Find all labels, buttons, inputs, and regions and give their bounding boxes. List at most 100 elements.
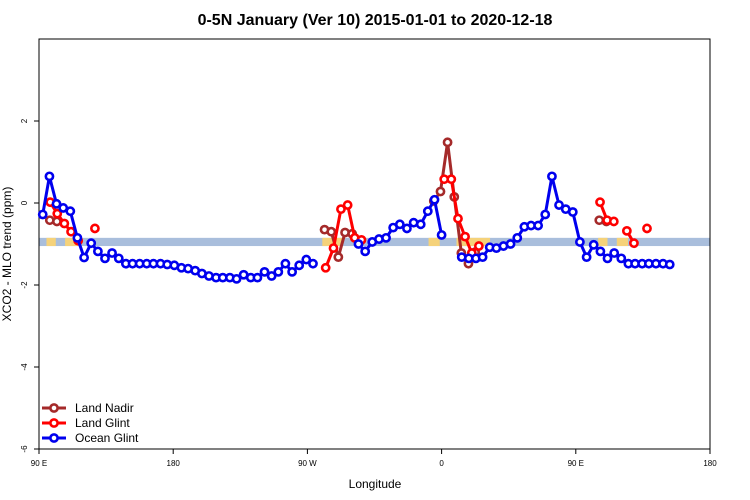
series-land-glint — [45, 174, 652, 273]
legend-item: Land Glint — [42, 416, 130, 430]
x-tick-label: 90 W — [298, 459, 317, 468]
data-point — [642, 223, 652, 234]
data-point — [595, 246, 606, 257]
x-tick-label: 90 E — [568, 459, 584, 468]
data-point — [505, 239, 516, 249]
data-point — [79, 252, 90, 263]
legend-swatch-marker — [49, 418, 59, 428]
legend-item: Ocean Glint — [42, 431, 139, 445]
land-band-segment — [65, 237, 81, 247]
data-point — [664, 259, 675, 270]
data-point — [473, 241, 484, 251]
data-point — [446, 174, 457, 185]
data-point — [629, 238, 639, 249]
data-point — [273, 266, 284, 277]
data-point — [287, 266, 298, 277]
data-point — [429, 194, 440, 205]
data-point — [308, 258, 318, 269]
legend-label: Ocean Glint — [75, 431, 139, 445]
y-tick-label: -6 — [20, 445, 29, 453]
data-point — [294, 260, 305, 271]
axes: 90 E 180 90 W 0 90 E 180 -6 -4 -2 0 2 — [20, 118, 717, 468]
data-point — [86, 238, 97, 249]
data-point — [280, 258, 291, 269]
data-point — [37, 209, 48, 220]
data-point — [460, 231, 470, 242]
data-point — [301, 254, 312, 265]
data-point — [588, 239, 599, 250]
data-point — [320, 262, 331, 273]
data-point — [435, 186, 446, 197]
data-point — [621, 225, 632, 236]
series-ocean-glint — [37, 171, 675, 284]
data-point — [72, 232, 83, 243]
data-point — [65, 206, 76, 217]
data-point — [533, 220, 544, 231]
land-band-segment — [46, 237, 56, 247]
data-point — [252, 272, 263, 283]
data-point — [415, 219, 426, 230]
series-land-nadir — [44, 137, 612, 269]
data-point — [608, 216, 619, 227]
data-point — [554, 200, 564, 210]
land-band-segment — [456, 237, 491, 247]
data-point — [353, 239, 364, 249]
data-point — [512, 232, 523, 243]
data-point — [266, 271, 277, 281]
x-tick-label: 90 E — [31, 459, 47, 468]
y-tick-label: 0 — [20, 200, 29, 205]
data-point — [477, 252, 488, 263]
chart-title: 0-5N January (Ver 10) 2015-01-01 to 2020… — [198, 12, 553, 29]
y-tick-label: -4 — [20, 363, 29, 371]
legend-swatch-marker — [49, 433, 59, 443]
data-point — [609, 248, 620, 258]
data-point — [44, 171, 55, 182]
x-axis-label: Longitude — [349, 477, 402, 491]
data-point — [333, 252, 344, 263]
land-band-segment — [598, 237, 608, 247]
data-point — [381, 232, 391, 243]
legend-item: Land Nadir — [42, 401, 134, 415]
plot-frame — [38, 38, 711, 450]
data-point — [602, 253, 613, 264]
data-point — [360, 246, 371, 257]
data-point — [453, 213, 463, 224]
data-point — [616, 253, 627, 264]
data-point — [100, 253, 110, 264]
data-point — [422, 206, 433, 217]
data-point — [540, 209, 551, 220]
data-point — [259, 266, 270, 277]
data-point — [342, 200, 353, 210]
legend-label: Land Nadir — [75, 401, 134, 415]
data-point — [231, 273, 242, 284]
data-point — [328, 243, 339, 253]
data-point — [575, 237, 585, 247]
data-point — [394, 219, 405, 230]
data-point — [326, 226, 337, 237]
data-point — [336, 204, 346, 215]
data-point — [595, 197, 605, 208]
y-axis-label: XCO2 - MLO trend (ppm) — [0, 187, 14, 322]
data-point — [113, 253, 124, 264]
data-point — [436, 230, 447, 240]
data-point — [90, 223, 100, 234]
legend-label: Land Glint — [75, 416, 130, 430]
data-point — [107, 248, 117, 258]
data-point — [402, 223, 412, 234]
data-point — [567, 207, 578, 217]
y-tick-label: -2 — [20, 281, 29, 289]
data-point — [581, 252, 592, 263]
y-tick-label: 2 — [20, 118, 29, 123]
x-tick-label: 0 — [439, 459, 444, 468]
x-tick-label: 180 — [703, 459, 717, 468]
data-point — [52, 208, 63, 219]
data-point — [442, 137, 453, 148]
legend-swatch-marker — [49, 403, 59, 413]
data-point — [51, 198, 62, 209]
x-tick-label: 180 — [167, 459, 181, 468]
series-layer — [37, 137, 675, 284]
data-point — [92, 246, 103, 257]
land-band-segment — [428, 237, 440, 247]
